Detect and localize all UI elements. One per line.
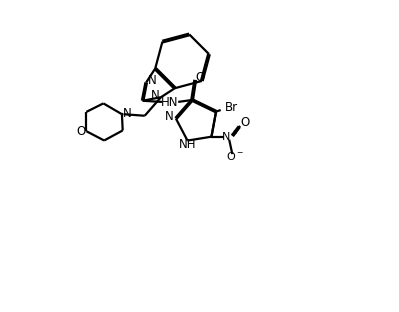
Text: N: N	[122, 107, 131, 120]
Text: N: N	[165, 110, 174, 124]
Text: N: N	[150, 89, 159, 102]
Text: Br: Br	[225, 101, 238, 114]
Text: HN: HN	[161, 96, 178, 109]
Text: N$^+$: N$^+$	[221, 128, 239, 144]
Text: O: O	[76, 125, 85, 138]
Text: O: O	[240, 115, 249, 129]
Text: NH: NH	[179, 138, 196, 151]
Text: O: O	[196, 71, 205, 84]
Text: N: N	[148, 74, 157, 87]
Text: O$^-$: O$^-$	[226, 150, 244, 163]
